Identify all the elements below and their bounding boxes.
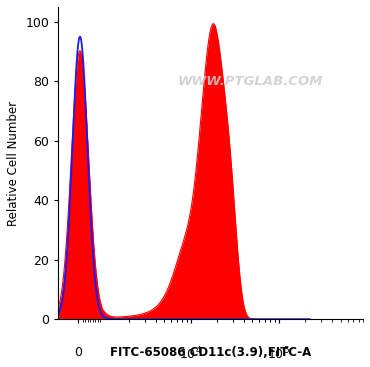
Text: $10^5$: $10^5$ (268, 346, 290, 363)
Text: WWW.PTGLAB.COM: WWW.PTGLAB.COM (178, 75, 323, 88)
Text: $10^4$: $10^4$ (179, 346, 202, 363)
Y-axis label: Relative Cell Number: Relative Cell Number (7, 101, 20, 226)
X-axis label: FITC-65086 CD11c(3.9),FITC-A: FITC-65086 CD11c(3.9),FITC-A (110, 346, 311, 359)
Text: 0: 0 (74, 346, 82, 359)
